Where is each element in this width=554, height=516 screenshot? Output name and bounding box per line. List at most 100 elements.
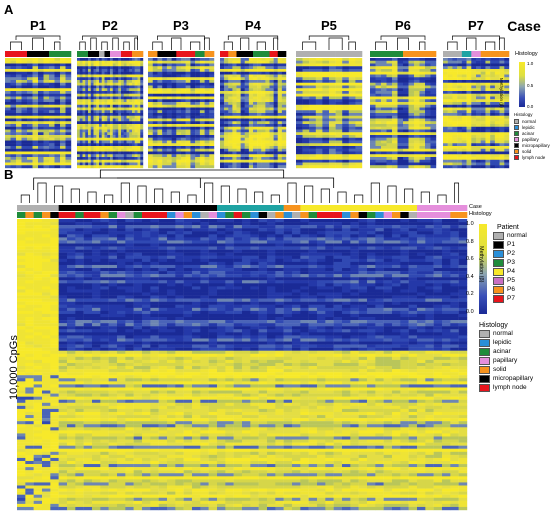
panel-b-heat-cell bbox=[42, 264, 51, 269]
panel-b-heat-cell bbox=[50, 356, 59, 361]
panel-a-heat-cell bbox=[32, 82, 39, 86]
panel-a-heat-cell bbox=[199, 82, 205, 86]
panel-a-heat-cell bbox=[112, 102, 116, 105]
panel-a-heat-cell bbox=[21, 91, 28, 94]
panel-a-heat-cell bbox=[148, 129, 153, 133]
panel-b-heat-cell bbox=[42, 464, 51, 468]
panel-a-heat-cell bbox=[195, 66, 201, 70]
panel-b-heat-cell bbox=[33, 491, 43, 495]
panel-b-heat-cell bbox=[33, 338, 43, 342]
panel-a-heat-cell bbox=[85, 107, 89, 111]
panel-a-heat-cell bbox=[107, 91, 111, 94]
panel-a-heat-cell bbox=[140, 104, 144, 108]
panel-a-heat-cell bbox=[190, 132, 196, 136]
panel-b-heat-cell bbox=[33, 470, 43, 474]
panel-b-heat-cell bbox=[17, 494, 26, 498]
panel-a-heat-cell bbox=[123, 143, 127, 147]
panel-a-heat-cell bbox=[199, 74, 205, 78]
panel-a-heat-cell bbox=[10, 151, 17, 155]
panel-a-heat-cell bbox=[99, 74, 102, 78]
panel-b-histology-cell bbox=[283, 212, 293, 218]
panel-b-heat-cell bbox=[50, 298, 59, 302]
panel-a-heat-cell bbox=[115, 63, 119, 67]
panel-a-heat-cell bbox=[88, 157, 91, 160]
panel-a-heat-cell bbox=[54, 126, 61, 130]
panel-a-heat-cell bbox=[118, 88, 122, 92]
panel-a-heat-cell bbox=[107, 151, 111, 155]
panel-a-heat-cell bbox=[171, 71, 177, 75]
panel-b-heat-cell bbox=[25, 280, 34, 284]
panel-a-heat-cell bbox=[104, 129, 108, 133]
panel-a-heat-cell bbox=[82, 60, 86, 64]
panel-a-heat-cell bbox=[123, 85, 127, 89]
panel-a-heat-cell bbox=[93, 121, 97, 125]
panel-a-heat-cell bbox=[199, 88, 205, 92]
panel-a-heat-cell bbox=[148, 135, 153, 138]
panel-a-heat-cell bbox=[157, 148, 163, 152]
panel-a-heat-cell bbox=[132, 143, 135, 147]
panel-b-heat-cell bbox=[25, 387, 34, 391]
panel-a-heat-cell bbox=[93, 115, 97, 119]
panel-a-heat-cell bbox=[132, 60, 135, 64]
panel-b-heat-cell bbox=[58, 350, 68, 354]
panel-a-heat-cell bbox=[195, 115, 201, 119]
panel-b-heat-cell bbox=[50, 479, 59, 483]
panel-a-heat-cell bbox=[93, 162, 97, 166]
panel-a-heat-cell bbox=[77, 93, 80, 97]
panel-b-heat-cell bbox=[42, 274, 51, 278]
panel-a-heat-cell bbox=[115, 129, 119, 133]
panel-a-heat-cell bbox=[185, 69, 191, 72]
panel-a-heat-cell bbox=[140, 143, 144, 147]
panel-a-heat-cell bbox=[137, 132, 141, 136]
panel-b-heat-cell bbox=[42, 442, 51, 446]
panel-b-heat-cell bbox=[33, 411, 43, 416]
panel-a-heat-cell bbox=[166, 58, 172, 61]
panel-a-heat-cell bbox=[88, 99, 91, 103]
panel-a-heat-cell bbox=[195, 69, 201, 72]
panel-a-heat-cell bbox=[162, 165, 168, 169]
panel-a-heat-cell bbox=[121, 91, 124, 94]
panel-a-heat-cell bbox=[104, 102, 108, 105]
panel-a-heat-cell bbox=[5, 146, 11, 149]
panel-a-heat-cell bbox=[90, 104, 94, 108]
panel-b-heat-cell bbox=[58, 228, 68, 232]
panel-b-heat-cell bbox=[58, 359, 68, 364]
panel-b-case-cell bbox=[200, 205, 209, 211]
panel-a-heat-cell bbox=[134, 104, 138, 108]
panel-a-heat-cell bbox=[21, 154, 28, 158]
panel-b-heat-cell bbox=[50, 320, 59, 324]
panel-a-heat-cell bbox=[82, 146, 86, 149]
panel-a-heat-cell bbox=[157, 85, 163, 89]
panel-a-heat-cell bbox=[49, 148, 55, 152]
panel-a-heat-cell bbox=[85, 140, 89, 144]
panel-a-heat-cell bbox=[101, 82, 105, 86]
panel-a-heat-cell bbox=[137, 126, 141, 130]
panel-b-heat-cell bbox=[58, 310, 68, 315]
panel-a-heat-cell bbox=[107, 135, 111, 138]
panel-a-heat-cell bbox=[82, 77, 86, 81]
panel-a-heat-cell bbox=[16, 110, 22, 114]
panel-b-heat-cell bbox=[42, 304, 51, 309]
panel-a-heat-cell bbox=[176, 115, 182, 119]
panel-a-heat-cell bbox=[107, 69, 111, 72]
panel-a-heat-cell bbox=[99, 69, 102, 72]
panel-a-heat-cell bbox=[85, 93, 89, 97]
panel-b-heat-cell bbox=[67, 402, 76, 407]
panel-a-heat-cell bbox=[5, 135, 11, 138]
panel-a-heat-cell bbox=[49, 77, 55, 81]
panel-b-heat-cell bbox=[58, 271, 68, 275]
panel-a-heat-cell bbox=[110, 137, 113, 141]
panel-b-heat-cell bbox=[42, 375, 51, 379]
panel-a-heat-cell bbox=[104, 66, 108, 70]
panel-a-heat-cell bbox=[181, 77, 186, 81]
panel-a-heat-cell bbox=[134, 132, 138, 136]
panel-a-heat-cell bbox=[126, 146, 130, 149]
panel-a-heat-cell bbox=[123, 102, 127, 105]
panel-a-heat-cell bbox=[54, 157, 61, 160]
panel-a-heat-cell bbox=[93, 93, 97, 97]
panel-a-heat-cell bbox=[96, 121, 100, 125]
panel-a-heat-cell bbox=[132, 102, 135, 105]
panel-a-heat-cell bbox=[140, 162, 144, 166]
panel-a-heat-cell bbox=[121, 154, 124, 158]
panel-a-heat-cell bbox=[27, 140, 33, 144]
